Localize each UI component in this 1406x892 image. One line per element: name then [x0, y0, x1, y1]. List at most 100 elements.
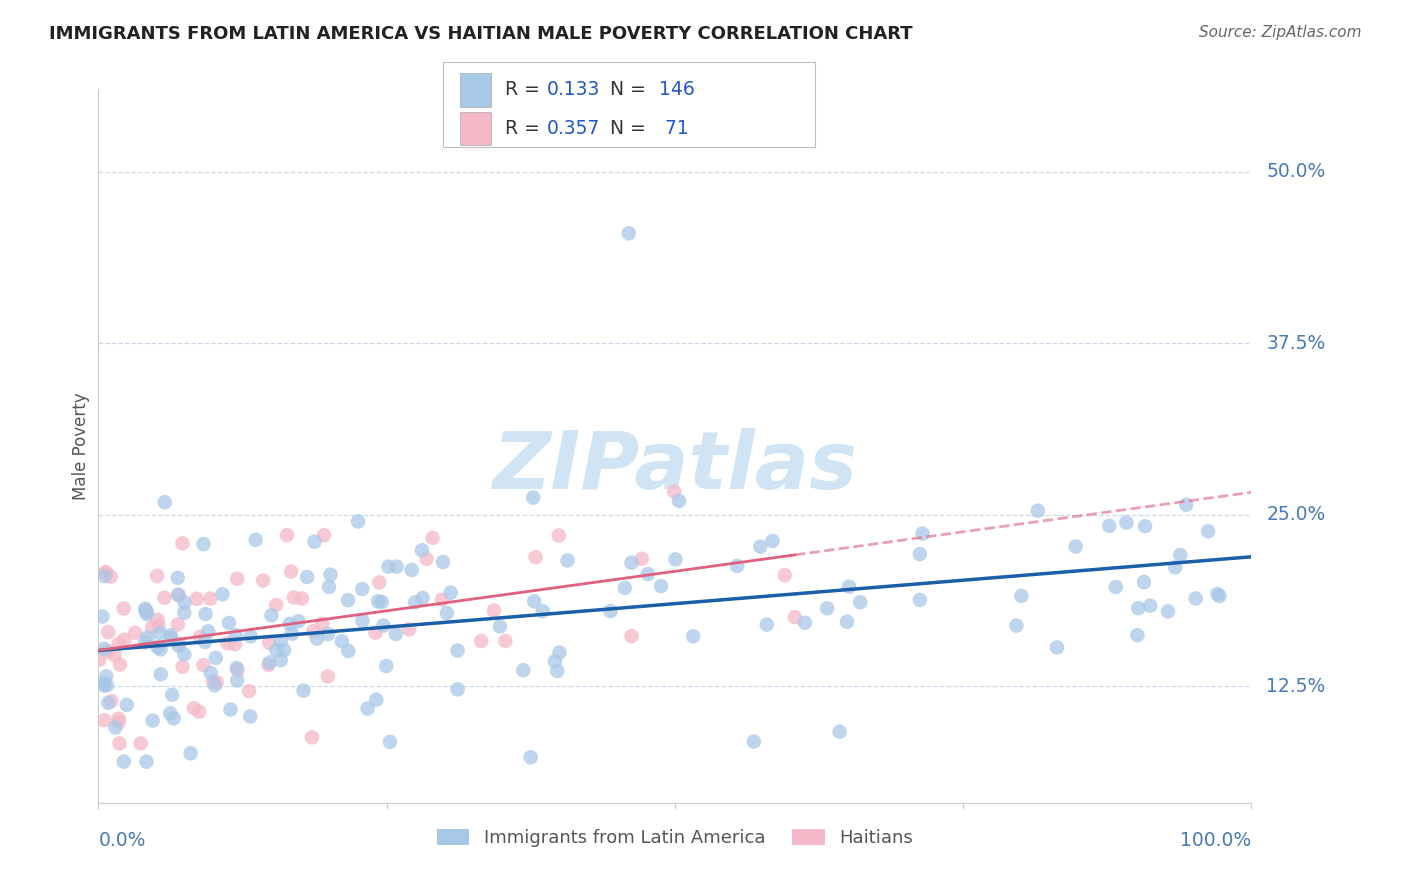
Text: 0.0%: 0.0% — [98, 831, 146, 850]
Point — [630, 551, 652, 566]
Point — [401, 563, 423, 577]
Point — [482, 603, 505, 617]
Point — [226, 663, 249, 677]
Point — [1157, 604, 1180, 618]
Point — [1115, 516, 1137, 530]
Point — [149, 667, 172, 681]
Point — [908, 547, 931, 561]
Point — [159, 706, 181, 721]
Point — [373, 618, 395, 632]
Point — [193, 658, 215, 673]
Point — [97, 644, 120, 658]
Point — [218, 615, 240, 630]
Point — [219, 702, 242, 716]
Point — [364, 625, 387, 640]
Point — [292, 683, 315, 698]
Point — [114, 632, 136, 647]
Point — [415, 551, 437, 566]
Point — [620, 556, 643, 570]
Point — [204, 650, 226, 665]
Point — [136, 605, 159, 619]
Point — [385, 559, 408, 574]
Text: 71: 71 — [659, 119, 689, 138]
Point — [295, 570, 318, 584]
Point — [146, 569, 169, 583]
Point — [742, 734, 765, 748]
Point — [115, 698, 138, 712]
Point — [278, 616, 301, 631]
Point — [167, 637, 190, 651]
Point — [613, 581, 636, 595]
Point — [142, 714, 165, 728]
Point — [96, 669, 118, 683]
Point — [112, 755, 135, 769]
Point — [367, 594, 389, 608]
Point — [173, 606, 195, 620]
Point — [291, 591, 314, 606]
Point — [124, 625, 146, 640]
Point — [316, 627, 339, 641]
Point — [287, 614, 309, 628]
Point — [107, 715, 129, 730]
Point — [531, 604, 554, 618]
Point — [162, 711, 184, 725]
Point — [146, 640, 169, 654]
Point — [664, 552, 686, 566]
Point — [512, 663, 534, 677]
Point — [1026, 503, 1049, 517]
Point — [273, 643, 295, 657]
Point — [314, 528, 336, 542]
Point — [1139, 599, 1161, 613]
Point — [135, 755, 157, 769]
Legend: Immigrants from Latin America, Haitians: Immigrants from Latin America, Haitians — [430, 822, 920, 855]
Point — [489, 619, 512, 633]
Point — [159, 628, 181, 642]
Point — [1105, 580, 1128, 594]
Point — [385, 627, 408, 641]
Point — [93, 713, 115, 727]
Point — [447, 682, 470, 697]
Point — [557, 553, 579, 567]
Point — [153, 591, 176, 605]
Point — [96, 566, 118, 580]
Point — [172, 536, 194, 550]
Point — [815, 601, 838, 615]
Point — [1126, 628, 1149, 642]
Point — [1064, 540, 1087, 554]
Point — [411, 543, 433, 558]
Point — [835, 615, 858, 629]
Point — [301, 731, 323, 745]
Point — [370, 595, 392, 609]
Point — [849, 595, 872, 609]
Point — [366, 692, 388, 706]
Point — [347, 515, 370, 529]
Point — [194, 635, 217, 649]
Point — [252, 574, 274, 588]
Point — [377, 559, 399, 574]
Point — [547, 528, 569, 542]
Point — [100, 569, 122, 583]
Point — [908, 593, 931, 607]
Point — [135, 604, 157, 618]
Point — [107, 637, 129, 651]
Point — [337, 644, 360, 658]
Point — [94, 565, 117, 579]
Point — [183, 701, 205, 715]
Point — [1175, 498, 1198, 512]
Point — [1164, 560, 1187, 574]
Point — [352, 614, 374, 628]
Text: 12.5%: 12.5% — [1267, 677, 1326, 696]
Point — [217, 636, 239, 650]
Point — [257, 635, 280, 649]
Point — [104, 721, 127, 735]
Point — [430, 592, 453, 607]
Point — [617, 227, 640, 241]
Point — [1128, 601, 1150, 615]
Point — [188, 630, 211, 644]
Point — [180, 746, 202, 760]
Point — [1197, 524, 1219, 539]
Point — [494, 634, 516, 648]
Point — [239, 629, 262, 643]
Point — [225, 661, 247, 675]
Point — [93, 676, 115, 690]
